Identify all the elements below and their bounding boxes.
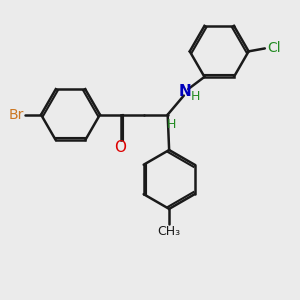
Text: O: O (115, 140, 127, 155)
Text: H: H (167, 118, 176, 130)
Text: Cl: Cl (267, 41, 280, 55)
Text: N: N (179, 85, 192, 100)
Text: Br: Br (8, 108, 24, 122)
Text: CH₃: CH₃ (158, 225, 181, 239)
Text: H: H (191, 91, 200, 103)
